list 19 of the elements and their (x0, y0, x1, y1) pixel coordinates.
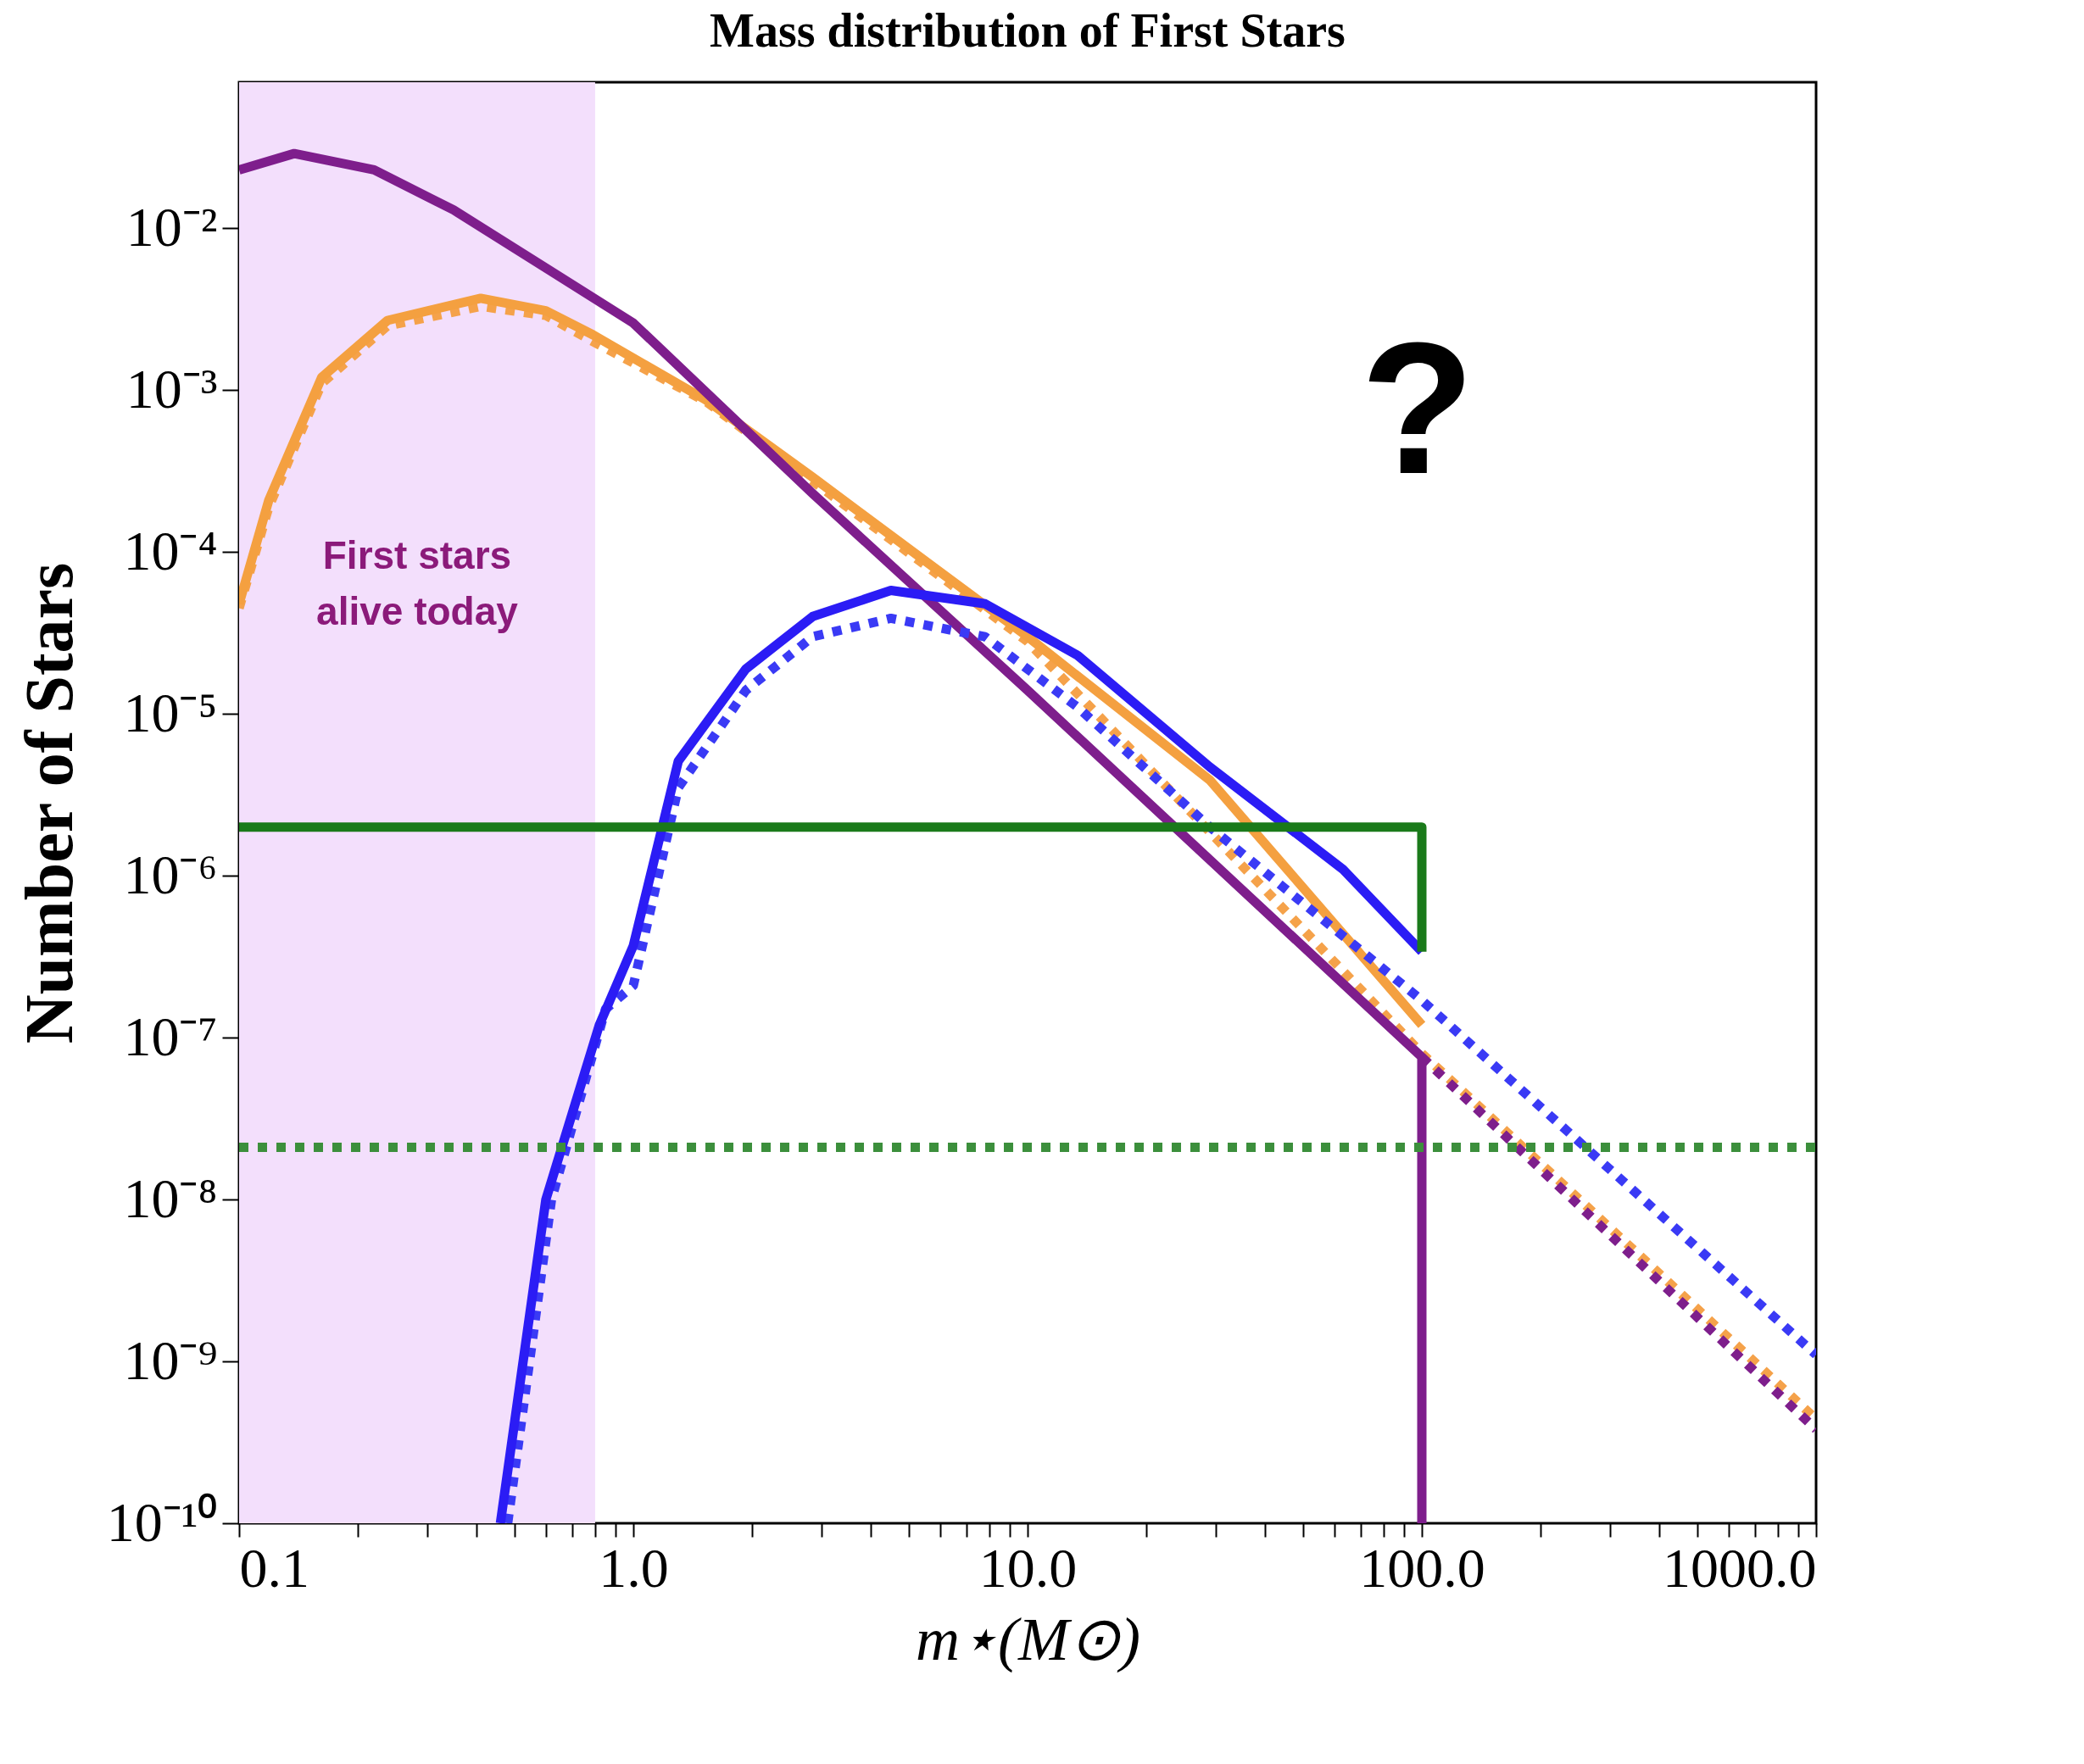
y-tick-label: 10⁻³ (125, 357, 218, 420)
y-tick-label: 10⁻⁸ (123, 1166, 218, 1229)
x-axis-title: m⋆(M⊙) (916, 1605, 1140, 1673)
x-tick-label: 1.0 (599, 1536, 669, 1599)
y-tick-label: 10⁻⁵ (123, 681, 218, 743)
x-tick-label: 10.0 (978, 1536, 1078, 1599)
y-tick-label: 10⁻⁷ (123, 1004, 218, 1067)
y-axis-title: Number of Stars (11, 562, 86, 1044)
band-label: First stars alive today (316, 533, 519, 633)
x-tick-label: 0.1 (239, 1536, 309, 1599)
y-tick-label: 10⁻⁶ (123, 843, 218, 905)
x-tick-label: 100.0 (1359, 1536, 1485, 1599)
x-tick-label: 1000.0 (1663, 1536, 1817, 1599)
chart-title: Mass distribution of First Stars (710, 4, 1346, 57)
y-tick-label: 10⁻⁴ (123, 519, 218, 582)
y-tick-label: 10⁻¹⁰ (106, 1490, 218, 1553)
y-tick-label: 10⁻⁹ (123, 1328, 218, 1391)
y-tick-label: 10⁻² (125, 195, 218, 258)
annotation: ? (1360, 304, 1475, 513)
